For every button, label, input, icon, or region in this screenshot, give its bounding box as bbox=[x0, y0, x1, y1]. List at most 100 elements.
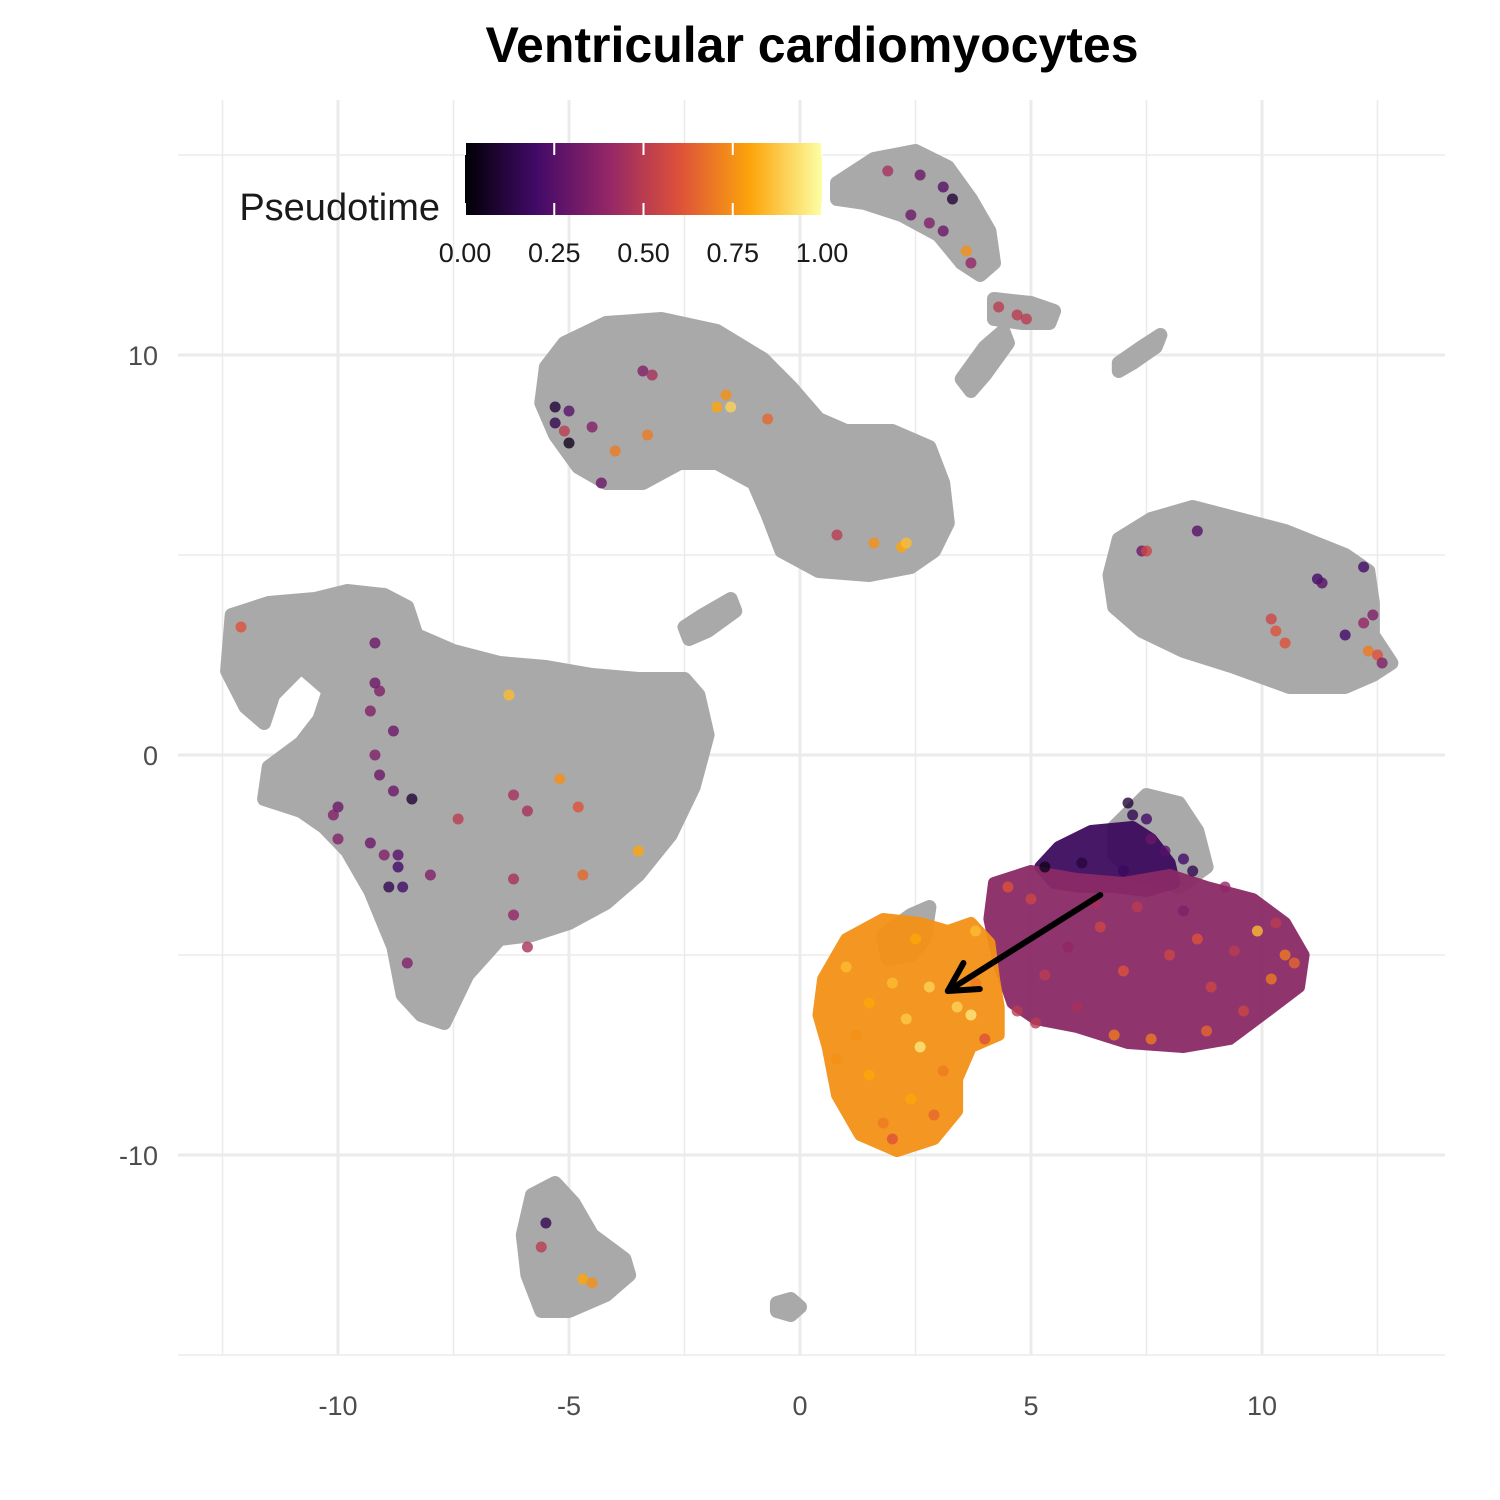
data-point bbox=[905, 1093, 917, 1105]
data-point bbox=[1191, 933, 1203, 945]
data-point bbox=[1177, 853, 1189, 865]
data-point bbox=[993, 301, 1005, 313]
data-point bbox=[965, 1009, 977, 1021]
data-point bbox=[863, 1069, 875, 1081]
x-tick-label: -5 bbox=[557, 1391, 581, 1421]
data-point bbox=[508, 873, 520, 885]
pseudotime-regions bbox=[812, 821, 1310, 1157]
data-point bbox=[364, 837, 376, 849]
data-point bbox=[1131, 901, 1143, 913]
arrow-head bbox=[944, 960, 983, 994]
x-tick-label: -10 bbox=[318, 1391, 357, 1421]
y-tick-label: 0 bbox=[143, 741, 158, 771]
data-point bbox=[503, 689, 515, 701]
data-point bbox=[900, 537, 912, 549]
data-point bbox=[1164, 949, 1176, 961]
x-tick-label: 5 bbox=[1023, 1391, 1038, 1421]
data-point bbox=[1145, 833, 1157, 845]
data-point bbox=[1270, 917, 1282, 929]
data-point bbox=[540, 1217, 552, 1229]
data-point bbox=[910, 933, 921, 945]
data-point bbox=[937, 181, 949, 193]
x-tick-label: 10 bbox=[1247, 1391, 1277, 1421]
cluster-left-strip bbox=[677, 592, 743, 646]
legend-tick-label: 1.00 bbox=[796, 238, 849, 268]
data-point bbox=[905, 209, 917, 221]
cell-clusters bbox=[220, 144, 1399, 1322]
data-point bbox=[849, 1029, 861, 1041]
data-point bbox=[1145, 1033, 1157, 1045]
data-point bbox=[387, 725, 399, 737]
legend-tick-label: 0.00 bbox=[439, 238, 492, 268]
data-point bbox=[595, 477, 607, 489]
data-point bbox=[1159, 845, 1171, 857]
data-point bbox=[914, 169, 926, 181]
data-point bbox=[549, 401, 561, 413]
data-point bbox=[1020, 313, 1032, 325]
data-point bbox=[937, 225, 949, 237]
data-point bbox=[951, 1001, 963, 1013]
data-point bbox=[327, 809, 339, 821]
data-point bbox=[831, 1053, 843, 1065]
data-point bbox=[1367, 609, 1379, 621]
data-point bbox=[1279, 949, 1291, 961]
cluster-bottom-left-small bbox=[515, 1176, 637, 1318]
data-point bbox=[1265, 613, 1277, 625]
data-point bbox=[868, 537, 880, 549]
data-point bbox=[1270, 625, 1282, 637]
data-point bbox=[840, 961, 852, 973]
data-point bbox=[1011, 309, 1023, 321]
data-point bbox=[1141, 813, 1152, 825]
data-point bbox=[1279, 637, 1291, 649]
data-point bbox=[1141, 545, 1152, 557]
data-point bbox=[886, 1133, 898, 1145]
data-point bbox=[1205, 981, 1217, 993]
data-point bbox=[1117, 965, 1129, 977]
data-point bbox=[563, 437, 575, 449]
data-point bbox=[1238, 1005, 1250, 1017]
cluster-upper-strip bbox=[987, 292, 1062, 330]
data-point bbox=[1251, 925, 1263, 937]
data-point bbox=[937, 1065, 949, 1077]
data-point bbox=[1201, 1025, 1213, 1037]
data-point bbox=[1071, 1001, 1083, 1013]
data-point bbox=[521, 805, 533, 817]
data-point bbox=[452, 813, 464, 825]
region-late-cluster bbox=[812, 913, 1005, 1157]
data-point bbox=[332, 833, 344, 845]
data-point bbox=[1316, 577, 1328, 589]
data-point bbox=[1122, 797, 1134, 809]
data-point bbox=[387, 785, 399, 797]
legend-title: Pseudotime bbox=[239, 187, 440, 229]
data-point bbox=[406, 793, 418, 805]
data-point bbox=[923, 981, 935, 993]
data-point bbox=[646, 369, 658, 381]
y-axis-ticks: -10 0 10 bbox=[119, 341, 158, 1171]
data-point bbox=[882, 165, 894, 177]
data-point bbox=[1177, 905, 1189, 917]
data-point bbox=[923, 217, 935, 229]
legend: Pseudotime 0.00 0.25 0.50 0.75 1.00 bbox=[239, 143, 848, 268]
data-point bbox=[332, 801, 344, 813]
data-point bbox=[535, 1241, 547, 1253]
data-point bbox=[711, 401, 723, 413]
data-point bbox=[965, 257, 977, 269]
data-point bbox=[383, 881, 395, 893]
data-point bbox=[609, 445, 621, 457]
y-tick-label: -10 bbox=[119, 1141, 158, 1171]
data-point bbox=[1039, 861, 1051, 873]
data-point bbox=[632, 845, 644, 857]
data-point bbox=[637, 365, 649, 377]
cluster-upper-strip-3 bbox=[1111, 328, 1168, 378]
cluster-upper-strip-2 bbox=[954, 324, 1015, 398]
data-point bbox=[642, 429, 654, 441]
data-point bbox=[1025, 893, 1037, 905]
chart-title: Ventricular cardiomyocytes bbox=[485, 17, 1138, 73]
data-point bbox=[1265, 973, 1277, 985]
legend-tick-label: 0.75 bbox=[706, 238, 759, 268]
data-point bbox=[1228, 945, 1240, 957]
data-point bbox=[1127, 809, 1139, 821]
data-point bbox=[577, 1273, 589, 1285]
data-point bbox=[424, 869, 436, 881]
data-point bbox=[928, 1109, 940, 1121]
